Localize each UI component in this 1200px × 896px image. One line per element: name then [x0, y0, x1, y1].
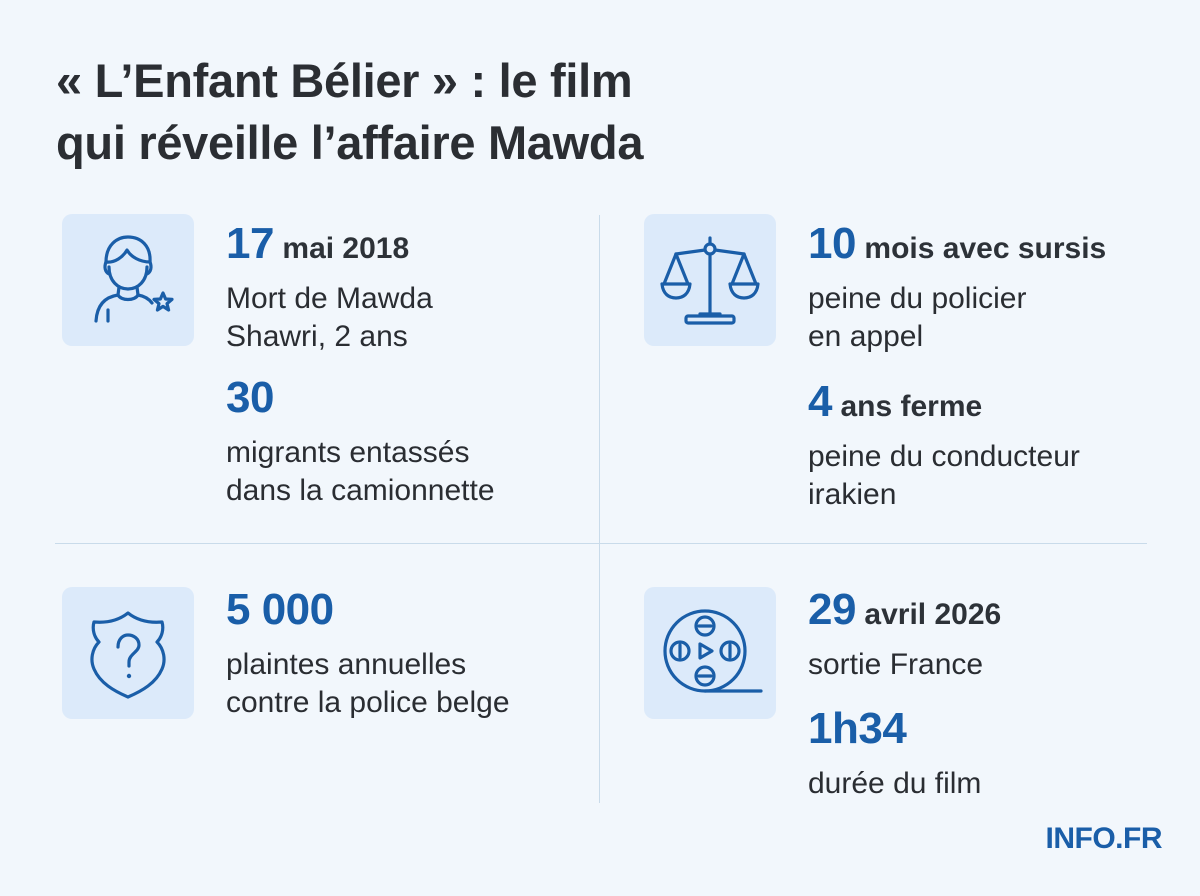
stat-complaints: 5 000 plaintes annuelles contre la polic… — [226, 588, 510, 722]
stat-number: 4 — [808, 377, 832, 426]
stat-desc-line: dans la camionnette — [226, 474, 495, 507]
stat-migrants: 30 migrants entassés dans la camionnette — [226, 376, 495, 510]
stat-unit: avril 2026 — [864, 598, 1002, 631]
stat-number: 29 — [808, 585, 856, 634]
stat-desc-line: peine du conducteur — [808, 440, 1080, 473]
film-icon-box — [644, 587, 776, 719]
stat-desc-line: migrants entassés — [226, 436, 470, 469]
child-icon — [94, 235, 174, 323]
stat-release-date: 29 avril 2026 sortie France — [808, 588, 1001, 684]
stat-unit: ans ferme — [840, 390, 983, 423]
police-badge-question-icon — [90, 611, 166, 699]
stat-number: 10 — [808, 219, 856, 268]
stat-desc-line: irakien — [808, 478, 897, 511]
stat-driver-sentence: 4 ans ferme peine du conducteur irakien — [808, 380, 1080, 514]
stat-desc-line: sortie France — [808, 648, 984, 681]
brand-logo-text: INFO.FR — [1045, 822, 1163, 855]
film-reel-icon — [663, 609, 763, 693]
badge-icon-box — [62, 587, 194, 719]
stat-desc-line: Mort de Mawda — [226, 282, 433, 315]
stat-unit: mai 2018 — [282, 232, 410, 265]
scales-icon-box — [644, 214, 776, 346]
title-line-2: qui réveille l’affaire Mawda — [56, 116, 644, 169]
stat-number: 5 000 — [226, 585, 334, 634]
stat-desc-line: en appel — [808, 320, 924, 353]
stat-unit: mois avec sursis — [864, 232, 1107, 265]
child-icon-box — [62, 214, 194, 346]
stat-number: 17 — [226, 219, 274, 268]
stat-death-date: 17 mai 2018 Mort de Mawda Shawri, 2 ans — [226, 222, 433, 356]
horizontal-divider — [55, 543, 1147, 544]
page-title: « L’Enfant Bélier » : le film qui réveil… — [56, 50, 643, 174]
stat-number: 1h34 — [808, 704, 907, 753]
stat-desc-line: Shawri, 2 ans — [226, 320, 408, 353]
stat-desc-line: contre la police belge — [226, 686, 510, 719]
stat-desc-line: plaintes annuelles — [226, 648, 467, 681]
title-line-1: « L’Enfant Bélier » : le film — [56, 54, 633, 107]
stat-duration: 1h34 durée du film — [808, 707, 981, 803]
scales-of-justice-icon — [660, 236, 760, 325]
stat-desc-line: peine du policier — [808, 282, 1027, 315]
stat-number: 30 — [226, 373, 274, 422]
stat-desc-line: durée du film — [808, 767, 982, 800]
vertical-divider — [599, 215, 600, 803]
stat-police-sentence: 10 mois avec sursis peine du policier en… — [808, 222, 1106, 356]
